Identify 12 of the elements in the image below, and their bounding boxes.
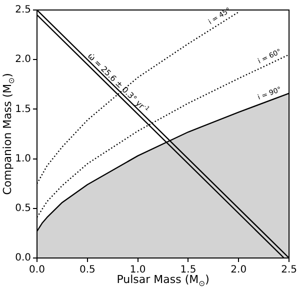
y-tick-label: 0.5 — [15, 202, 31, 214]
x-tick-label: 2.0 — [230, 264, 247, 276]
x-tick-label: 0.5 — [79, 264, 96, 276]
y-tick-label: 1.5 — [15, 104, 31, 115]
y-tick-label: 2.5 — [15, 4, 31, 16]
y-tick-label: 0.0 — [15, 252, 31, 264]
x-tick-label: 2.5 — [281, 264, 297, 276]
x-tick-label: 0.0 — [29, 264, 45, 276]
x-tick-label: 1.0 — [130, 264, 146, 276]
y-tick-label: 1.0 — [15, 153, 31, 164]
x-tick-label: 1.5 — [180, 264, 196, 276]
y-tick-label: 2.0 — [15, 54, 31, 66]
